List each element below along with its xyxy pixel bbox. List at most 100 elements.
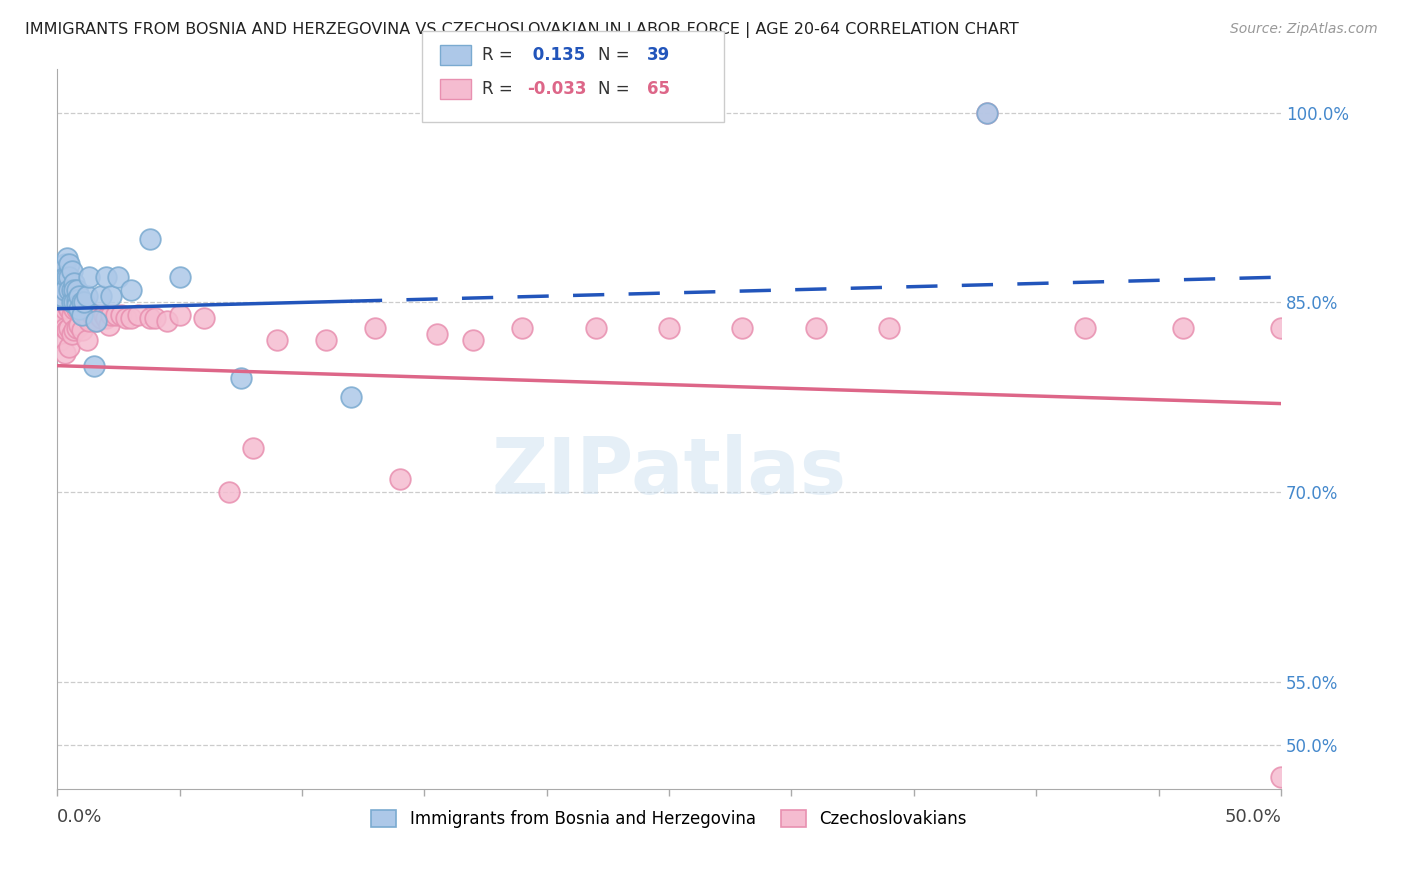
Point: [58, 258, 80, 272]
Text: 39: 39: [647, 46, 671, 64]
Point: [340, 390, 363, 404]
Point: [53, 320, 76, 334]
Point: [58, 340, 80, 354]
Point: [56, 251, 79, 265]
Point: [53, 283, 76, 297]
Point: [86, 314, 108, 328]
Point: [56, 298, 79, 312]
Point: [70, 295, 93, 310]
Point: [93, 308, 115, 322]
Point: [90, 289, 112, 303]
Point: [66, 301, 89, 316]
Point: [48, 308, 70, 322]
Point: [242, 441, 264, 455]
Point: [100, 289, 122, 303]
Point: [70, 323, 93, 337]
Text: 65: 65: [647, 80, 669, 98]
Point: [58, 283, 80, 297]
Point: [60, 289, 83, 303]
Point: [58, 320, 80, 334]
Point: [315, 334, 337, 348]
Text: N =: N =: [598, 80, 628, 98]
Point: [67, 289, 90, 303]
Text: R =: R =: [482, 80, 513, 98]
Point: [193, 310, 215, 325]
Point: [67, 318, 90, 333]
Point: [120, 283, 142, 297]
Point: [60, 308, 83, 322]
Point: [63, 323, 86, 337]
Point: [53, 301, 76, 316]
Point: [73, 295, 96, 310]
Point: [266, 334, 288, 348]
Point: [66, 320, 89, 334]
Point: [51, 289, 73, 303]
Point: [388, 472, 411, 486]
Point: [364, 320, 387, 334]
Point: [66, 293, 89, 307]
Point: [139, 232, 162, 246]
Text: -0.033: -0.033: [527, 80, 586, 98]
Point: [87, 308, 110, 322]
Point: [63, 295, 86, 310]
Text: ZIPatlas: ZIPatlas: [492, 434, 846, 510]
Point: [879, 320, 901, 334]
Point: [976, 105, 998, 120]
Point: [94, 310, 117, 325]
Point: [90, 310, 112, 325]
Point: [585, 320, 607, 334]
Point: [70, 308, 93, 322]
Point: [53, 346, 76, 360]
Text: 0.135: 0.135: [527, 46, 585, 64]
Point: [56, 323, 79, 337]
Point: [60, 264, 83, 278]
Point: [66, 298, 89, 312]
Point: [76, 334, 98, 348]
Point: [60, 326, 83, 341]
Point: [63, 277, 86, 291]
Point: [169, 270, 191, 285]
Text: 50.0%: 50.0%: [1225, 808, 1281, 826]
Point: [120, 310, 142, 325]
Point: [731, 320, 754, 334]
Point: [107, 270, 129, 285]
Point: [156, 314, 179, 328]
Point: [1074, 320, 1097, 334]
Point: [100, 308, 122, 322]
Point: [60, 295, 83, 310]
Point: [425, 326, 447, 341]
Text: 0.0%: 0.0%: [58, 808, 103, 826]
Point: [63, 283, 86, 297]
Point: [67, 298, 90, 312]
Point: [51, 314, 73, 328]
Point: [58, 270, 80, 285]
Point: [51, 270, 73, 285]
Point: [73, 301, 96, 316]
Point: [56, 270, 79, 285]
Point: [143, 310, 166, 325]
Point: [229, 371, 252, 385]
Point: [53, 270, 76, 285]
Point: [658, 320, 681, 334]
Point: [48, 334, 70, 348]
Point: [58, 301, 80, 316]
Point: [976, 105, 998, 120]
Point: [139, 310, 162, 325]
Point: [1270, 770, 1292, 784]
Point: [218, 485, 240, 500]
Point: [104, 308, 127, 322]
Legend: Immigrants from Bosnia and Herzegovina, Czechoslovakians: Immigrants from Bosnia and Herzegovina, …: [364, 804, 973, 835]
Point: [86, 314, 108, 328]
Point: [804, 320, 827, 334]
Text: Source: ZipAtlas.com: Source: ZipAtlas.com: [1230, 22, 1378, 37]
Point: [97, 318, 120, 333]
Point: [66, 283, 89, 297]
Point: [94, 270, 117, 285]
Text: N =: N =: [598, 46, 628, 64]
Text: IMMIGRANTS FROM BOSNIA AND HERZEGOVINA VS CZECHOSLOVAKIAN IN LABOR FORCE | AGE 2: IMMIGRANTS FROM BOSNIA AND HERZEGOVINA V…: [25, 22, 1019, 38]
Point: [127, 308, 149, 322]
Point: [77, 270, 100, 285]
Point: [77, 314, 100, 328]
Point: [110, 308, 132, 322]
Point: [67, 301, 90, 316]
